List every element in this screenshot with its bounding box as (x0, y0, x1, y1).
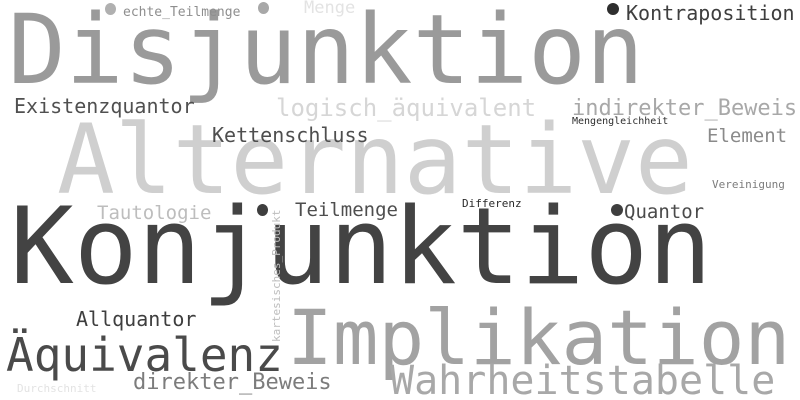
word-wahrheitstabelle: Wahrheitstabelle (390, 358, 776, 400)
word-kontraposition: Kontraposition (626, 1, 795, 25)
dot-marker (105, 3, 116, 15)
dot-marker (611, 204, 623, 216)
dot-marker (258, 2, 269, 14)
word-kettenschluss: Kettenschluss (212, 123, 369, 147)
word-indirekter-beweis: indirekter_Beweis (572, 96, 798, 121)
word-differenz: Differenz (462, 197, 522, 210)
word-mengengleichheit: Mengengleichheit (572, 116, 669, 127)
word-teilmenge: Teilmenge (295, 199, 398, 221)
word-allquantor: Allquantor (76, 307, 197, 331)
word-menge: Menge (304, 0, 356, 18)
word-aequivalenz: Äquivalenz (6, 328, 283, 382)
dot-marker (257, 204, 268, 216)
word-durchschnitt: Durchschnitt (17, 382, 97, 395)
word-direkter-beweis: direkter_Beweis (133, 370, 332, 395)
word-konjunktion: Konjunktion (10, 185, 712, 308)
word-element: Element (707, 125, 788, 147)
word-disjunktion: Disjunktion (8, 0, 644, 106)
word-alternative: Alternative (57, 104, 693, 216)
word-existenzquantor: Existenzquantor (14, 94, 195, 118)
word-implikation: Implikation (287, 293, 791, 382)
word-kartesisches-produkt: kartesisches_Produkt (270, 209, 283, 342)
dot-marker (607, 3, 619, 15)
word-vereinigung: Vereinigung (712, 178, 785, 191)
word-echte-teilmenge: echte_Teilmenge (123, 5, 241, 20)
word-tautologie: Tautologie (97, 202, 212, 224)
word-quantor: Quantor (624, 201, 705, 223)
word-logisch-aequivalent: logisch_äquivalent (276, 94, 537, 122)
